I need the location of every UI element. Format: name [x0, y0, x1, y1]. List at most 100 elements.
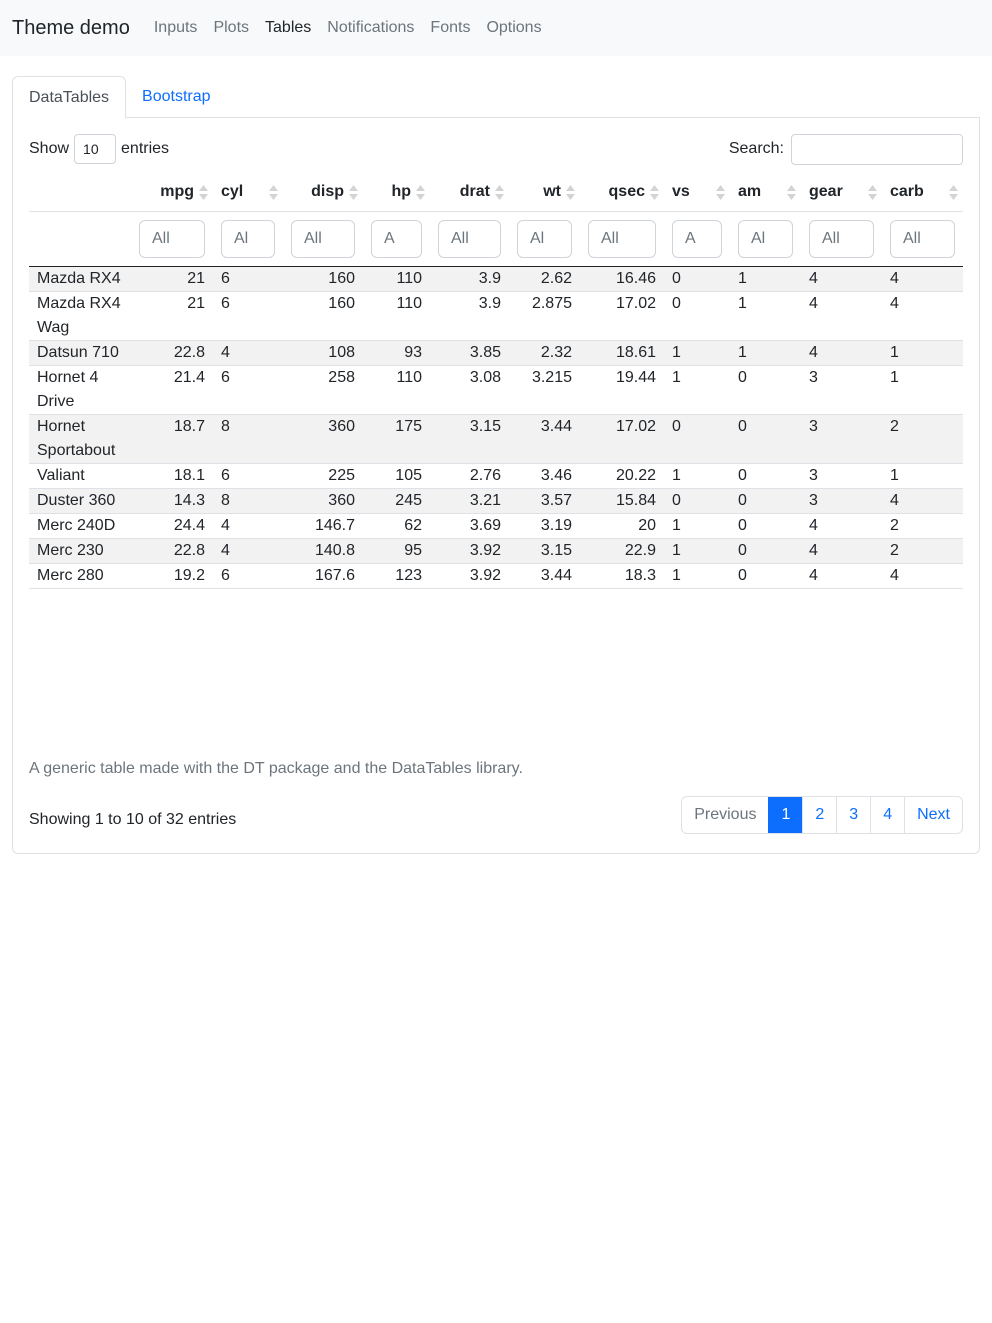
filter-am[interactable]: Al	[738, 219, 793, 258]
filter-disp[interactable]: All	[291, 219, 355, 258]
length-select[interactable]: 10	[74, 134, 117, 164]
filter-gear[interactable]: All	[809, 219, 874, 258]
cell-wt: 3.19	[509, 513, 580, 539]
next-button[interactable]: Next	[904, 797, 962, 833]
header-disp[interactable]: disp	[283, 173, 363, 212]
row-name-cell: Hornet 4 Drive	[29, 365, 131, 415]
table-row[interactable]: Valiant 18.1 6 225 105 2.76 3.46 20.22 1 0 3 1	[29, 463, 963, 489]
header-mpg[interactable]: mpg	[131, 173, 213, 212]
nav-notifications[interactable]: Notifications	[327, 19, 415, 36]
table-info: Showing 1 to 10 of 32 entries	[29, 811, 237, 828]
page-2-button[interactable]: 2	[802, 797, 836, 833]
cell-wt: 3.57	[509, 488, 580, 514]
cell-vs: 0	[664, 291, 730, 341]
cell-disp: 258	[283, 365, 363, 415]
navbar-brand[interactable]: Theme demo	[12, 16, 130, 39]
cell-am: 1	[730, 340, 801, 366]
cell-drat: 3.9	[430, 266, 509, 292]
cell-am: 1	[730, 291, 801, 341]
nav-plots[interactable]: Plots	[213, 19, 250, 36]
filter-hp[interactable]: A	[371, 219, 422, 258]
header-wt[interactable]: wt	[509, 173, 580, 212]
cell-cyl: 8	[213, 488, 283, 514]
page-3-button[interactable]: 3	[836, 797, 870, 833]
cell-vs: 1	[664, 563, 730, 589]
sort-icon	[416, 185, 425, 200]
cell-am: 0	[730, 538, 801, 564]
cell-vs: 1	[664, 463, 730, 489]
table-row[interactable]: Datsun 710 22.8 4 108 93 3.85 2.32 18.61 1 1 4 1	[29, 340, 963, 366]
header-hp[interactable]: hp	[363, 173, 430, 212]
table-row[interactable]: Hornet Sportabout 18.7 8 360 175 3.15 3.44 17.0…	[29, 414, 963, 464]
cell-wt: 3.15	[509, 538, 580, 564]
tab-datatables[interactable]: DataTables	[12, 76, 127, 119]
filter-wt[interactable]: Al	[517, 219, 572, 258]
header-rownames	[29, 173, 131, 212]
cell-drat: 3.08	[430, 365, 509, 415]
navbar: Theme demo Inputs Plots Tables Notificat…	[0, 0, 992, 56]
header-gear[interactable]: gear	[801, 173, 882, 212]
filter-carb[interactable]: All	[890, 219, 955, 258]
cell-cyl: 6	[213, 266, 283, 292]
cell-hp: 95	[363, 538, 430, 564]
header-vs[interactable]: vs	[664, 173, 730, 212]
nav-inputs[interactable]: Inputs	[153, 19, 198, 36]
cell-vs: 0	[664, 266, 730, 292]
nav-tables[interactable]: Tables	[265, 19, 312, 36]
header-am[interactable]: am	[730, 173, 801, 212]
cell-wt: 3.44	[509, 414, 580, 464]
cell-qsec: 18.61	[580, 340, 664, 366]
cell-disp: 160	[283, 266, 363, 292]
row-name-cell: Valiant	[29, 463, 131, 489]
search-input[interactable]	[791, 133, 963, 165]
header-drat[interactable]: drat	[430, 173, 509, 212]
nav-options[interactable]: Options	[486, 19, 542, 36]
cell-hp: 110	[363, 266, 430, 292]
nav-fonts[interactable]: Fonts	[430, 19, 471, 36]
header-qsec[interactable]: qsec	[580, 173, 664, 212]
row-name-cell: Datsun 710	[29, 340, 131, 366]
previous-button[interactable]: Previous	[694, 806, 757, 823]
cell-disp: 167.6	[283, 563, 363, 589]
cell-drat: 2.76	[430, 463, 509, 489]
cell-mpg: 22.8	[131, 538, 213, 564]
cell-disp: 108	[283, 340, 363, 366]
header-label: drat	[459, 182, 490, 200]
header-label: gear	[809, 182, 843, 200]
table-row[interactable]: Merc 280 19.2 6 167.6 123 3.92 3.44 18.3 1 0 4 4	[29, 563, 963, 589]
page-4-button[interactable]: 4	[870, 797, 904, 833]
filter-drat[interactable]: All	[438, 219, 501, 258]
tab-bar: DataTables Bootstrap	[12, 76, 980, 119]
cell-vs: 1	[664, 538, 730, 564]
table-row[interactable]: Merc 230 22.8 4 140.8 95 3.92 3.15 22.9 1 0 4 2	[29, 538, 963, 564]
filter-cell: All	[580, 211, 664, 267]
table-row[interactable]: Mazda RX4 21 6 160 110 3.9 2.62 16.46 0 1 4 4	[29, 266, 963, 292]
filter-vs[interactable]: A	[672, 219, 722, 258]
header-label: mpg	[160, 182, 194, 200]
table-row[interactable]: Hornet 4 Drive 21.4 6 258 110 3.08 3.215 19.44 1…	[29, 365, 963, 415]
filter-cyl[interactable]: Al	[221, 219, 275, 258]
table-row[interactable]: Merc 240D 24.4 4 146.7 62 3.69 3.19 20 1 0 4 2	[29, 513, 963, 539]
sort-icon	[199, 185, 208, 200]
filter-cell: All	[131, 211, 213, 267]
cell-disp: 146.7	[283, 513, 363, 539]
filter-cell: All	[801, 211, 882, 267]
cell-wt: 2.875	[509, 291, 580, 341]
header-label: qsec	[608, 182, 645, 200]
cell-gear: 4	[801, 513, 882, 539]
filter-mpg[interactable]: All	[139, 219, 205, 258]
cell-cyl: 4	[213, 538, 283, 564]
cell-carb: 4	[882, 291, 963, 341]
page-1-button[interactable]: 1	[768, 797, 803, 833]
header-label: vs	[672, 182, 690, 200]
header-cyl[interactable]: cyl	[213, 173, 283, 212]
cell-gear: 4	[801, 291, 882, 341]
cell-carb: 4	[882, 563, 963, 589]
filter-qsec[interactable]: All	[588, 219, 656, 258]
tab-bootstrap[interactable]: Bootstrap	[142, 88, 211, 105]
table-row[interactable]: Mazda RX4 Wag 21 6 160 110 3.9 2.875 17.02 0 1 4 4	[29, 291, 963, 341]
cell-gear: 4	[801, 266, 882, 292]
header-carb[interactable]: carb	[882, 173, 963, 212]
cell-vs: 0	[664, 488, 730, 514]
table-row[interactable]: Duster 360 14.3 8 360 245 3.21 3.57 15.84 0 0 3 4	[29, 488, 963, 514]
